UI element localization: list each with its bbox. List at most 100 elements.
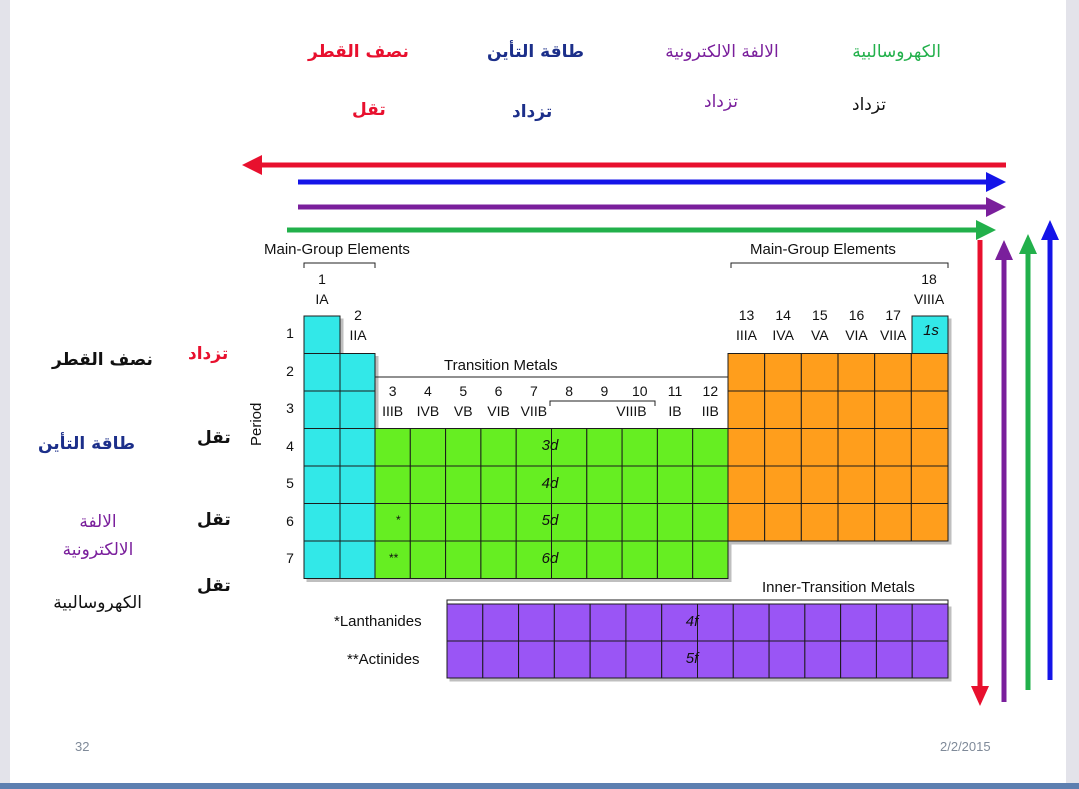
orbital-3d: 3d xyxy=(541,437,559,454)
top-ionization-trend: تزداد xyxy=(512,102,553,122)
d-cell-p7-c5 xyxy=(515,540,553,579)
period-7-label: 7 xyxy=(286,550,294,566)
d-cell-p6-c8 xyxy=(621,503,658,542)
left-ionization-trend: تقل xyxy=(197,428,231,448)
f-cell-r1-c12 xyxy=(840,603,877,642)
s-cell-g2-p7 xyxy=(339,540,376,579)
s-cell-g2-p3 xyxy=(339,390,376,429)
group-4-roman: IVB xyxy=(416,403,440,419)
d-cell-p5-c7 xyxy=(586,465,623,504)
f-cell-r2-c8 xyxy=(697,640,734,679)
period-5-label: 5 xyxy=(286,475,294,491)
s-cell-g1-p4 xyxy=(303,428,341,467)
f-cell-r2-c7 xyxy=(661,640,699,679)
group-11-number: 11 xyxy=(667,383,683,399)
top-electro-title: الكهروسالبية xyxy=(852,42,941,62)
d-cell-p5-c10 xyxy=(692,465,729,504)
group-9-number: 9 xyxy=(600,383,609,399)
group-17-roman: VIIA xyxy=(879,327,907,343)
d-cell-p7-c3 xyxy=(445,540,482,579)
group-11-roman: IB xyxy=(668,403,682,419)
group-12-number: 12 xyxy=(702,383,719,399)
p-cell-p5-c5 xyxy=(874,465,912,504)
f-cell-r1-c10 xyxy=(768,603,806,642)
d-cell-p7-c9 xyxy=(656,540,694,579)
group-3-roman: IIIB xyxy=(382,403,404,419)
s-cell-g1-p3 xyxy=(303,390,341,429)
arrow-affinity-horizontal xyxy=(298,197,1006,217)
f-cell-r1-c11 xyxy=(804,603,842,642)
left-ionization-title: طاقة التأين xyxy=(38,434,135,454)
d-cell-p6-c6 xyxy=(551,503,588,542)
arrow-affinity-vertical xyxy=(995,240,1013,702)
group-6-number: 6 xyxy=(494,383,503,399)
p-cell-p4-c4 xyxy=(837,428,876,467)
s-cell-g2-p4 xyxy=(339,428,376,467)
p-cell-p3-c4 xyxy=(837,390,876,429)
arrow-radius-vertical xyxy=(971,240,989,706)
group-18-number: 18 xyxy=(921,271,937,287)
orbital-4f: 4f xyxy=(685,613,699,630)
group-14-number: 14 xyxy=(775,307,791,323)
period-4-label: 4 xyxy=(286,437,294,454)
group-7-number: 7 xyxy=(529,383,538,399)
d-cell-p4-c7 xyxy=(586,428,623,467)
left-affinity-title: الالفة الالكترونية xyxy=(62,512,134,560)
d-cell-p5-c2 xyxy=(409,465,447,504)
group-15-number: 15 xyxy=(812,307,828,323)
d-cell-p5-c1 xyxy=(374,465,411,504)
f-cell-r1-c5 xyxy=(589,603,627,642)
p-cell-p5-c4 xyxy=(837,465,876,504)
f-cell-r2-c14 xyxy=(911,640,949,679)
p-cell-p3-c3 xyxy=(800,390,839,429)
main-group-right-label: Main-Group Elements xyxy=(750,241,896,258)
f-cell-r1-c13 xyxy=(875,603,913,642)
period-axis-label: Period xyxy=(248,402,265,446)
f-cell-r1-c9 xyxy=(732,603,770,642)
left-electro-trend: تقل xyxy=(197,576,231,596)
group-1-number: 1 xyxy=(318,271,326,287)
p-cell-p2-c3 xyxy=(800,353,839,392)
d-cell-p5-c9 xyxy=(656,465,694,504)
f-cell-r1-c3 xyxy=(518,603,555,642)
d-cell-p4-c5 xyxy=(515,428,553,467)
p-cell-p4-c3 xyxy=(800,428,839,467)
d-cell-p6-c9 xyxy=(656,503,694,542)
slide-frame-right xyxy=(1066,0,1079,789)
arrow-ionization-horizontal xyxy=(298,172,1006,192)
group-12-roman: IIB xyxy=(701,403,719,419)
p-cell-p3-c1 xyxy=(727,390,766,429)
top-radius-title: نصف القطر xyxy=(308,42,409,62)
period-6-label: 6 xyxy=(286,512,294,529)
d-cell-p6-c3 xyxy=(445,503,482,542)
arrow-radius-horizontal xyxy=(242,155,1006,175)
p-cell-p3-c6 xyxy=(910,390,949,429)
p-cell-p6-c1 xyxy=(727,503,766,542)
d-cell-p7-c8 xyxy=(621,540,658,579)
d-cell-p6-c10 xyxy=(692,503,729,542)
d-cell-p4-c8 xyxy=(621,428,658,467)
group-16-number: 16 xyxy=(848,307,865,323)
d-cell-p6-c1 xyxy=(374,503,411,542)
orbital-5d: 5d xyxy=(541,512,559,529)
inner-transition-label: Inner-Transition Metals xyxy=(762,579,915,596)
orbital-5f: 5f xyxy=(685,650,699,667)
d-cell-p6-c7 xyxy=(586,503,623,542)
f-cell-r2-c12 xyxy=(840,640,877,679)
period-1-label: 1 xyxy=(286,325,294,341)
slide-frame-left xyxy=(0,0,10,789)
f-cell-r2-c5 xyxy=(589,640,627,679)
lanthanides-star: * xyxy=(396,513,401,527)
p-cell-p6-c2 xyxy=(764,503,802,542)
group-10-number: 10 xyxy=(631,383,648,399)
s-cell-g1-p5 xyxy=(303,465,341,504)
f-cell-r2-c1 xyxy=(446,640,484,679)
group-9-roman: VIIIB xyxy=(616,403,647,419)
arrow-electro-horizontal xyxy=(287,220,996,240)
group-1-roman: IA xyxy=(315,291,329,307)
slide-date: 2/2/2015 xyxy=(940,739,991,754)
p-cell-p2-c5 xyxy=(874,353,912,392)
d-cell-p5-c4 xyxy=(480,465,517,504)
d-cell-p4-c10 xyxy=(692,428,729,467)
